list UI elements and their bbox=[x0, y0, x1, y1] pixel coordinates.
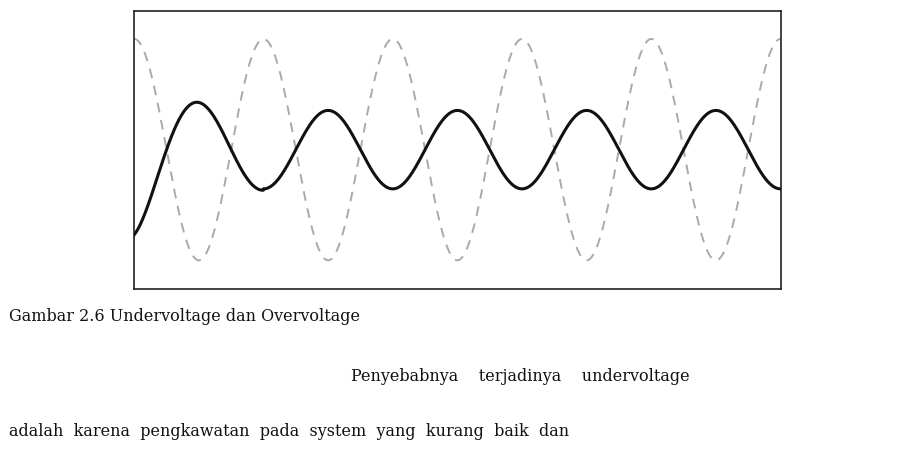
Text: Penyebabnya    terjadinya    undervoltage: Penyebabnya terjadinya undervoltage bbox=[351, 367, 689, 384]
Text: Gambar 2.6 Undervoltage dan Overvoltage: Gambar 2.6 Undervoltage dan Overvoltage bbox=[9, 308, 360, 325]
Text: adalah  karena  pengkawatan  pada  system  yang  kurang  baik  dan: adalah karena pengkawatan pada system ya… bbox=[9, 422, 569, 439]
